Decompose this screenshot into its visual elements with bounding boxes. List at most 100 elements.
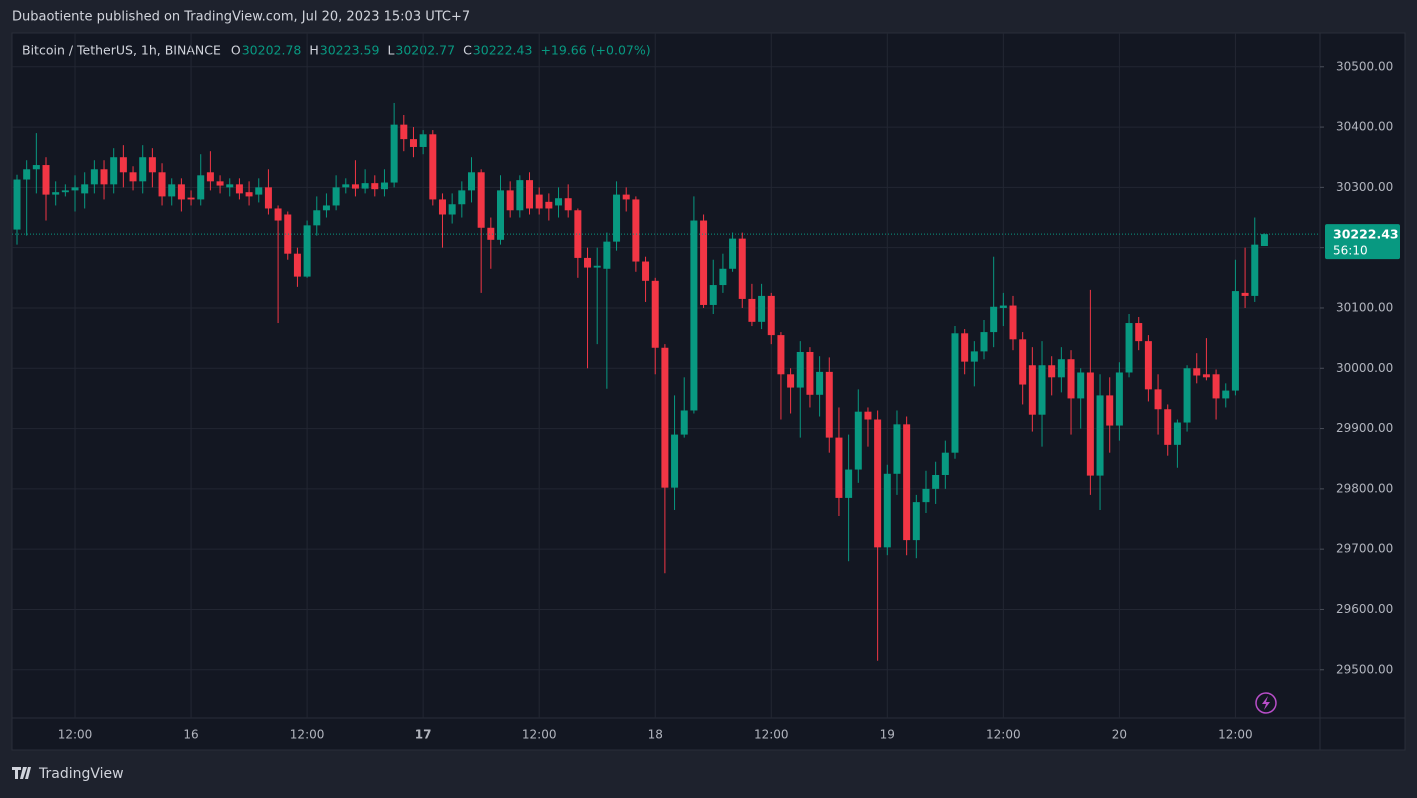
candle-body [1038, 365, 1046, 415]
candle-body [545, 201, 553, 209]
alert-icon[interactable] [1255, 692, 1277, 714]
candle-body [438, 199, 446, 215]
candle-body [690, 220, 698, 411]
candle-body [148, 157, 156, 173]
candle-body [1077, 372, 1085, 399]
candle-body [951, 333, 959, 453]
candle-body [1241, 292, 1249, 296]
candle-body [32, 165, 40, 170]
candle-body [758, 295, 766, 322]
candle-body [961, 333, 969, 362]
countdown: 56:10 [1333, 244, 1368, 258]
candle-body [52, 192, 60, 195]
legend-value: 30202.78 [242, 43, 302, 58]
candle-body [1164, 409, 1172, 445]
candle-body [419, 134, 427, 147]
candle-body [661, 347, 669, 488]
candle-body [1115, 372, 1123, 426]
candle-body [1193, 368, 1201, 376]
candle-body [806, 351, 814, 395]
legend-symbol: Bitcoin / TetherUS, 1h, BINANCE [22, 43, 221, 58]
x-tick-label: 12:00 [522, 728, 557, 742]
candle-body [303, 225, 311, 277]
candle-body [429, 134, 437, 200]
candle-body [177, 184, 185, 200]
brand: TradingView [38, 766, 124, 782]
candle-body [1154, 389, 1162, 410]
legend-key: L [387, 43, 394, 58]
candle-body [1183, 368, 1191, 423]
candle-body [129, 172, 137, 182]
candle-body [361, 183, 369, 189]
candle-body [23, 169, 31, 180]
candle-body [245, 192, 253, 197]
candle-body [767, 295, 775, 336]
legend-key: O [231, 43, 241, 58]
candle-body [1260, 234, 1268, 246]
candle-body [409, 139, 417, 147]
x-tick-label: 12:00 [58, 728, 93, 742]
y-tick-label: 30300.00 [1336, 180, 1393, 194]
y-tick-label: 30100.00 [1336, 300, 1393, 314]
chart-frame [11, 32, 1406, 751]
y-tick-label: 29900.00 [1336, 421, 1393, 435]
candle-body [332, 187, 340, 206]
candle-body [1028, 365, 1036, 415]
candle-body [158, 172, 166, 197]
candle-body [700, 220, 708, 305]
x-tick-label: 17 [415, 728, 432, 742]
candle-body [903, 424, 911, 541]
candle-body [197, 175, 205, 200]
candle-body [922, 488, 930, 503]
y-tick-label: 29600.00 [1336, 602, 1393, 616]
candle-body [1231, 291, 1239, 391]
candle-body [42, 165, 50, 195]
candle-body [970, 351, 978, 362]
candle-body [458, 190, 466, 205]
candle-body [264, 187, 272, 209]
candle-body [216, 181, 224, 186]
x-tick-label: 18 [648, 728, 663, 742]
legend-key: H [309, 43, 318, 58]
x-tick-label: 16 [183, 728, 198, 742]
candle-body [81, 184, 89, 194]
candle-body [516, 180, 524, 211]
candle-body [71, 187, 79, 191]
candle-body [390, 124, 398, 183]
candle-body [1106, 395, 1114, 426]
legend-value: 30223.59 [320, 43, 380, 58]
candle-body [777, 335, 785, 375]
candle-body [864, 411, 872, 420]
x-tick-label: 19 [880, 728, 895, 742]
y-tick-label: 30000.00 [1336, 361, 1393, 375]
candle-body [371, 183, 379, 190]
candle-body [119, 157, 127, 173]
candle-body [1202, 374, 1210, 378]
candle-body [168, 184, 176, 197]
candle-body [313, 210, 321, 226]
candle-body [380, 182, 388, 190]
candle-body [593, 265, 601, 268]
legend-value: 30202.77 [395, 43, 455, 58]
candle-body [574, 210, 582, 258]
candle-body [941, 452, 949, 475]
logo-mark [12, 767, 31, 779]
candle-body [467, 172, 475, 191]
publisher: Dubaotiente published on TradingView.com… [12, 10, 470, 25]
candle-body [255, 187, 263, 195]
candle-body [845, 469, 853, 498]
candle-body [893, 424, 901, 474]
x-tick-label: 12:00 [290, 728, 325, 742]
candle-body [1125, 323, 1133, 373]
candle-body [825, 371, 833, 438]
candle-body [1173, 422, 1181, 445]
candle-body [206, 172, 214, 182]
candle-body [526, 180, 534, 209]
candle-body [999, 305, 1007, 308]
candle-body [680, 410, 688, 435]
last-price-box [1325, 224, 1400, 260]
candle-body [748, 298, 756, 322]
legend-change: +19.66 (+0.07%) [540, 43, 650, 58]
candle-body [506, 190, 514, 211]
candle-body [874, 419, 882, 548]
